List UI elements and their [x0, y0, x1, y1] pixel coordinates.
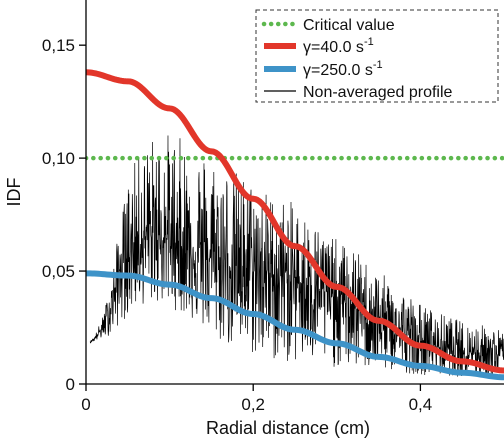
- legend-label-gamma-250-text: γ=250.0 s: [303, 62, 373, 79]
- legend: Critical value γ=40.0 s-1 γ=250.0 s-1 No…: [255, 9, 499, 103]
- x-tick-label: 0: [81, 395, 90, 414]
- legend-label-gamma-40-sup: -1: [364, 36, 374, 48]
- x-tick-label: 0,4: [409, 395, 433, 414]
- y-axis-title: IDF: [4, 178, 24, 207]
- y-tick-label: 0,15: [42, 36, 75, 55]
- y-tick-label: 0: [66, 375, 75, 394]
- series-non-averaged-profile: [89, 135, 504, 377]
- x-axis-title: Radial distance (cm): [206, 418, 370, 438]
- series-gamma-40: [86, 69, 504, 374]
- y-tick-label: 0,05: [42, 262, 75, 281]
- legend-label-non-averaged: Non-averaged profile: [303, 84, 453, 101]
- legend-label-gamma-250: γ=250.0 s-1: [303, 59, 383, 79]
- legend-label-gamma-40: γ=40.0 s-1: [303, 36, 374, 56]
- y-axis-ticks: 0 0,05 0,10 0,15: [42, 36, 86, 394]
- legend-label-critical-value: Critical value: [303, 17, 395, 34]
- legend-label-gamma-250-sup: -1: [373, 59, 383, 71]
- series-gamma-250: [86, 270, 504, 381]
- x-axis-ticks: 0 0,2 0,4: [81, 384, 432, 414]
- legend-label-gamma-40-text: γ=40.0 s: [303, 39, 364, 56]
- plot-area: [86, 69, 504, 381]
- legend-box: [255, 9, 499, 103]
- y-tick-label: 0,10: [42, 149, 75, 168]
- x-tick-label: 0,2: [241, 395, 265, 414]
